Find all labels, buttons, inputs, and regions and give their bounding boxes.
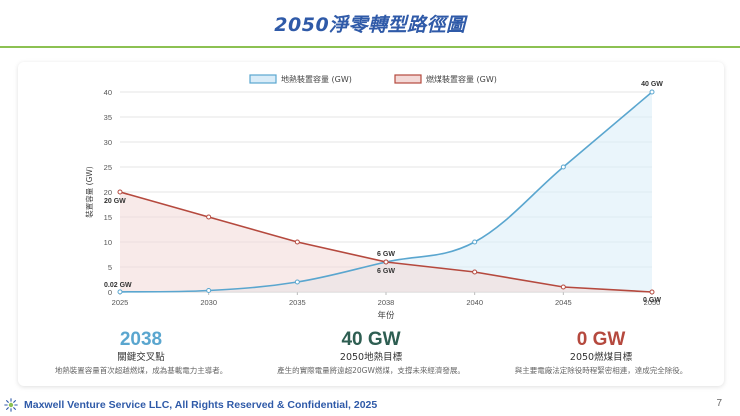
- data-point: [206, 214, 212, 220]
- data-point: [472, 269, 478, 275]
- kpi-coal-target: 0 GW 2050燃煤目標 與主要電廠法定除役時程緊密相連，達成完全除役。: [486, 330, 716, 376]
- kpi-description: 地熱裝置容量首次超越燃煤，成為基載電力主導者。: [54, 366, 228, 375]
- data-point: [117, 289, 123, 295]
- chart-card: 0 5 10 15 20 25 30 35 40 2025 2030 2035 2038 2040 2045…: [18, 62, 724, 386]
- y-tick-label: 40: [104, 88, 112, 97]
- company-logo-icon: [4, 398, 18, 412]
- data-point: [649, 89, 655, 95]
- y-tick-label: 35: [104, 113, 112, 122]
- data-point: [294, 239, 300, 245]
- y-axis-title: 裝置容量 (GW): [84, 166, 94, 218]
- kpi-label: 關鍵交叉點: [117, 352, 165, 363]
- kpi-description: 產生的實際電量將遠超20GW燃煤，支撐未來經濟發展。: [277, 366, 465, 375]
- data-label: 6 GW: [377, 251, 395, 258]
- legend-label: 燃煤裝置容量 (GW): [426, 74, 497, 84]
- x-tick-label: 2050: [644, 298, 661, 307]
- footer-copyright: Maxwell Venture Service LLC, All Rights …: [24, 399, 378, 411]
- data-label: 0.02 GW: [104, 282, 132, 289]
- x-tick-label: 2040: [466, 298, 483, 307]
- data-point: [649, 289, 655, 295]
- series-area-geothermal: [120, 92, 652, 292]
- kpi-value: 2038: [119, 329, 163, 350]
- y-tick-label: 25: [104, 163, 112, 172]
- legend-swatch: [249, 74, 277, 84]
- series-area-coal: [120, 192, 652, 292]
- x-tick-label: 2038: [378, 298, 395, 307]
- x-tick-label: 2030: [200, 298, 217, 307]
- y-tick-label: 10: [104, 238, 112, 247]
- footer: Maxwell Venture Service LLC, All Rights …: [4, 396, 377, 414]
- kpi-value: 0 GW: [576, 329, 626, 350]
- slide-title: 2050淨零轉型路徑圖: [274, 14, 466, 36]
- kpi-label: 2050燃煤目標: [569, 352, 633, 363]
- legend-label: 地熱裝置容量 (GW): [281, 74, 352, 84]
- page-number: 7: [716, 398, 722, 409]
- data-point: [560, 164, 566, 170]
- kpi-crossover: 2038 關鍵交叉點 地熱裝置容量首次超越燃煤，成為基載電力主導者。: [26, 330, 256, 376]
- y-tick-label: 15: [104, 213, 112, 222]
- x-axis-title: 年份: [377, 310, 395, 321]
- data-point: [560, 284, 566, 290]
- data-point: [294, 279, 300, 285]
- data-label: 40 GW: [641, 81, 663, 88]
- kpi-geothermal-target: 40 GW 2050地熱目標 產生的實際電量將遠超20GW燃煤，支撐未來經濟發展…: [256, 330, 486, 376]
- x-tick-label: 2045: [555, 298, 572, 307]
- data-point: [383, 259, 389, 265]
- y-tick-label: 5: [108, 263, 112, 272]
- data-label: 0 GW: [643, 297, 661, 304]
- y-tick-label: 30: [104, 138, 112, 147]
- x-tick-label: 2025: [112, 298, 129, 307]
- legend-swatch: [394, 74, 422, 84]
- kpi-value: 40 GW: [341, 329, 401, 350]
- data-label: 20 GW: [104, 198, 126, 205]
- y-tick-label: 20: [104, 188, 112, 197]
- kpi-label: 2050地熱目標: [339, 352, 403, 363]
- y-tick-label: 0: [108, 288, 112, 297]
- data-point: [206, 288, 212, 293]
- x-tick-label: 2035: [289, 298, 306, 307]
- data-point: [472, 239, 478, 245]
- data-label: 6 GW: [377, 268, 395, 275]
- data-point: [117, 189, 123, 195]
- title-divider: [0, 46, 740, 48]
- kpi-description: 與主要電廠法定除役時程緊密相連，達成完全除役。: [514, 366, 688, 375]
